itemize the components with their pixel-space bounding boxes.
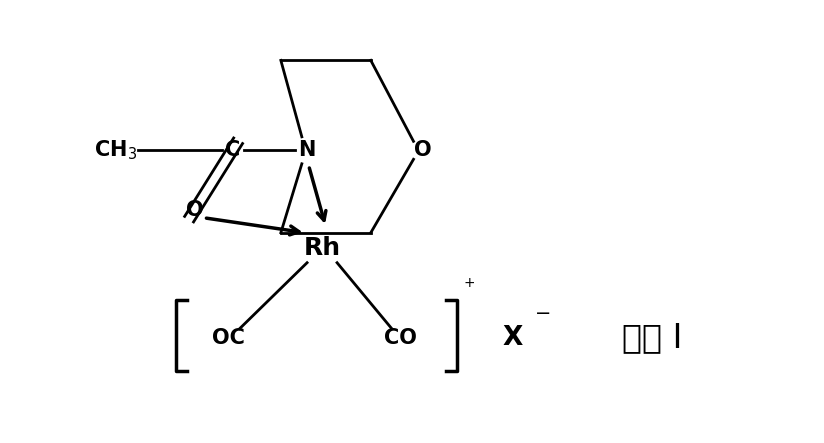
Text: $^+$: $^+$ xyxy=(461,277,475,296)
Text: CO: CO xyxy=(384,328,417,348)
Text: O: O xyxy=(186,200,204,220)
Text: CH$_3$: CH$_3$ xyxy=(95,139,138,162)
Text: C: C xyxy=(224,140,240,160)
Text: $-$: $-$ xyxy=(533,302,550,321)
Text: OC: OC xyxy=(212,328,245,348)
Text: O: O xyxy=(414,140,432,160)
Text: Rh: Rh xyxy=(303,236,340,260)
Text: X: X xyxy=(503,325,523,351)
Text: 通式 I: 通式 I xyxy=(621,321,682,354)
Text: N: N xyxy=(298,140,316,160)
